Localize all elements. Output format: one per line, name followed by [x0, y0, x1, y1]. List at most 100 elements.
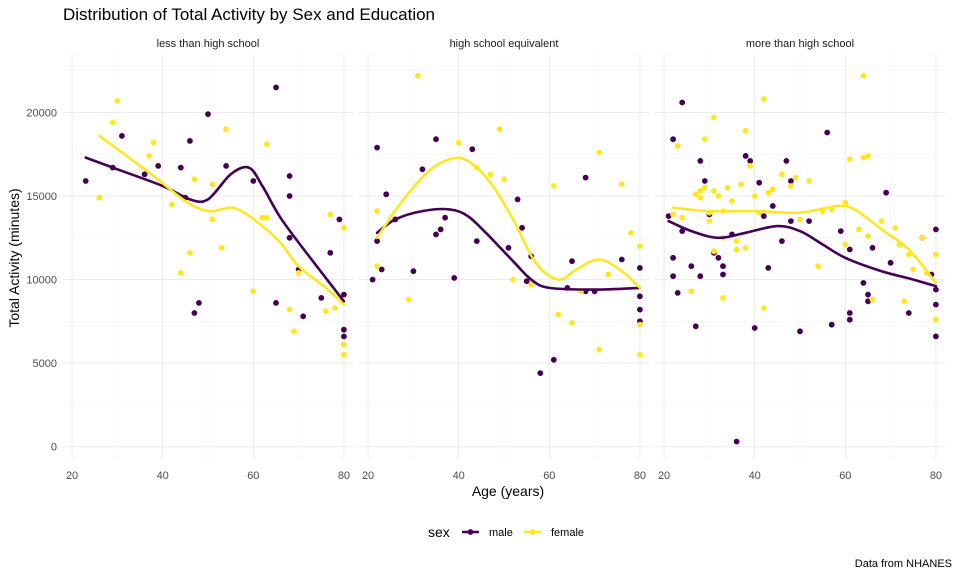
data-point-female — [501, 176, 507, 183]
data-point-female — [846, 156, 853, 163]
series-male-points — [665, 99, 939, 445]
data-point-female — [865, 233, 871, 240]
x-tick-label: 40 — [157, 470, 169, 482]
data-point-male — [569, 258, 575, 265]
trend-line-male — [84, 156, 346, 303]
data-point-male — [187, 138, 193, 144]
data-point-male — [273, 84, 279, 91]
data-point-female — [765, 189, 772, 196]
data-point-male — [779, 238, 785, 245]
data-point-female — [747, 163, 754, 169]
trend-line-male — [375, 207, 642, 291]
data-point-male — [141, 171, 148, 178]
data-point-female — [487, 171, 494, 178]
y-tick-label: 15000 — [26, 191, 57, 203]
data-point-male — [670, 273, 676, 280]
data-point-male — [846, 316, 853, 323]
trend-line-male — [667, 219, 938, 288]
data-point-female — [259, 214, 266, 221]
data-point-female — [697, 194, 704, 201]
data-point-female — [327, 211, 334, 218]
data-point-male — [905, 310, 912, 316]
data-point-male — [697, 273, 704, 280]
data-point-male — [670, 254, 676, 261]
data-point-female — [528, 281, 535, 288]
data-point-male — [837, 228, 844, 235]
data-point-female — [550, 183, 557, 189]
data-point-female — [711, 248, 717, 255]
data-point-male — [679, 99, 686, 106]
data-point-male — [797, 328, 803, 335]
data-point-male — [469, 146, 476, 153]
series-female-points — [670, 72, 939, 323]
chart-title: Distribution of Total Activity by Sex an… — [63, 5, 435, 24]
data-point-female — [637, 321, 643, 328]
data-point-female — [605, 271, 612, 278]
data-point-female — [332, 305, 338, 311]
data-point-male — [369, 276, 376, 283]
data-point-female — [177, 270, 184, 276]
data-point-male — [286, 234, 293, 241]
x-tick-label: 80 — [930, 470, 942, 482]
series-female-points — [96, 97, 347, 358]
data-point-female — [742, 244, 749, 251]
data-point-male — [747, 158, 754, 164]
data-point-male — [318, 295, 325, 301]
data-point-female — [618, 181, 625, 188]
facet-strip-label: less than high school — [157, 38, 260, 50]
data-point-male — [933, 301, 939, 308]
data-point-female — [905, 251, 912, 258]
data-point-female — [295, 270, 302, 276]
data-point-female — [341, 224, 347, 231]
data-point-female — [779, 171, 785, 178]
data-point-female — [815, 263, 821, 270]
data-point-female — [856, 226, 862, 233]
data-point-female — [933, 251, 939, 258]
series-female-points — [374, 72, 643, 358]
data-point-female — [933, 316, 939, 323]
data-point-male — [374, 144, 380, 151]
data-point-male — [177, 164, 184, 171]
data-point-female — [751, 193, 758, 199]
facet-strip-label: high school equivalent — [450, 38, 559, 50]
data-point-male — [751, 325, 758, 331]
x-tick-label: 20 — [362, 470, 374, 482]
y-axis-title: Total Activity (minutes) — [6, 188, 22, 327]
data-point-female — [637, 351, 643, 358]
data-point-male — [824, 129, 831, 136]
data-point-male — [860, 280, 867, 286]
data-point-male — [383, 191, 390, 198]
data-point-female — [510, 276, 516, 283]
data-point-female — [209, 181, 216, 188]
data-point-male — [760, 213, 767, 220]
data-point-female — [96, 194, 103, 201]
series-male-points — [369, 136, 643, 376]
x-axis-title: Age (years) — [472, 483, 544, 499]
data-point-male — [286, 173, 293, 179]
legend-title: sex — [428, 524, 450, 540]
data-point-female — [711, 114, 717, 121]
data-point-female — [860, 72, 867, 79]
data-point-female — [869, 296, 876, 303]
data-point-male — [756, 179, 763, 186]
data-point-female — [555, 311, 562, 318]
data-point-female — [715, 193, 722, 199]
data-point-male — [769, 203, 776, 209]
facet-strip-label: more than high school — [746, 38, 854, 50]
data-point-female — [892, 224, 899, 231]
data-point-female — [415, 72, 421, 79]
data-point-male — [720, 271, 726, 278]
data-point-male — [205, 111, 211, 117]
caption: Data from NHANES — [855, 558, 952, 570]
panel-1: less than high school 20 40 60 80 0 5000 10000 1… — [26, 38, 353, 482]
data-point-male — [519, 224, 525, 231]
data-point-male — [846, 310, 853, 316]
data-point-female — [711, 188, 717, 194]
data-point-female — [792, 174, 799, 181]
data-point-male — [618, 256, 625, 263]
data-point-male — [679, 228, 686, 235]
data-point-male — [433, 136, 439, 143]
data-point-female — [286, 306, 293, 313]
data-point-male — [433, 231, 439, 238]
